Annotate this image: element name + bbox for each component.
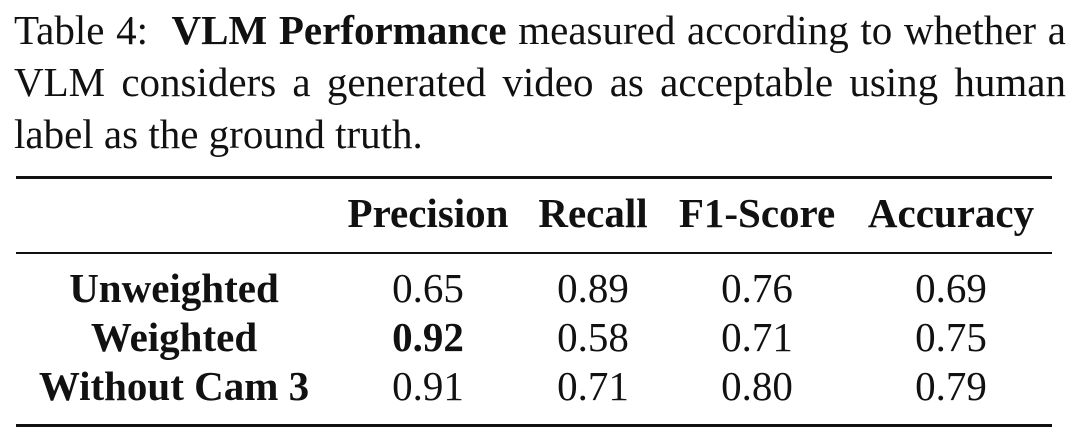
column-header-f1-score: F1-Score — [678, 190, 836, 236]
cell-without-cam-3-precision: 0.91 — [392, 363, 464, 409]
table-header-rule — [16, 252, 1052, 254]
cell-weighted-accuracy: 0.75 — [915, 314, 987, 360]
row-label-unweighted: Unweighted — [69, 265, 279, 311]
cell-unweighted-accuracy: 0.69 — [915, 265, 987, 311]
table-bottom-rule — [16, 424, 1052, 427]
cell-weighted-recall: 0.58 — [557, 314, 629, 360]
column-header-accuracy: Accuracy — [867, 190, 1035, 236]
cell-unweighted-f1-score: 0.76 — [721, 265, 793, 311]
cell-weighted-precision: 0.92 — [392, 314, 464, 360]
caption-line2: whether a VLM considers a generated vide… — [14, 7, 1066, 105]
caption-prefix: Table 4: — [14, 7, 149, 53]
cell-weighted-f1-score: 0.71 — [721, 314, 793, 360]
table-top-rule — [16, 176, 1052, 179]
row-label-weighted: Weighted — [90, 314, 258, 360]
cell-unweighted-recall: 0.89 — [557, 265, 629, 311]
table-caption: Table 4: VLM Performance measured accord… — [14, 4, 1066, 160]
caption-line1-rest: measured according to — [506, 7, 893, 53]
caption-title: VLM Performance — [171, 7, 507, 53]
cell-without-cam-3-f1-score: 0.80 — [721, 363, 793, 409]
caption-line3: using human label as the ground truth. — [14, 59, 1066, 157]
row-label-without-cam-3: Without Cam 3 — [38, 363, 310, 409]
cell-without-cam-3-accuracy: 0.79 — [915, 363, 987, 409]
cell-unweighted-precision: 0.65 — [392, 265, 464, 311]
column-header-precision: Precision — [347, 190, 509, 236]
cell-without-cam-3-recall: 0.71 — [557, 363, 629, 409]
column-header-recall: Recall — [538, 190, 648, 236]
